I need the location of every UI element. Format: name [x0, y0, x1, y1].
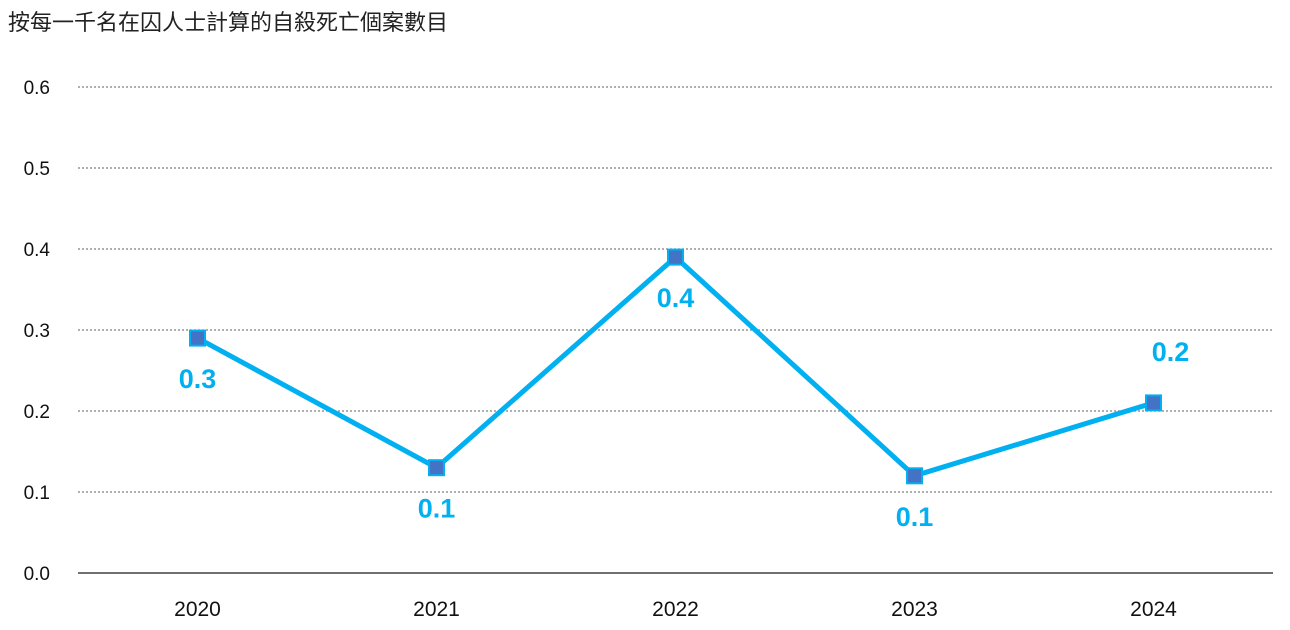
data-label-2021: 0.1 [418, 494, 456, 524]
x-tick-label: 2024 [1130, 598, 1177, 621]
data-labels: 0.3 0.1 0.4 0.1 0.2 [179, 283, 1190, 532]
data-label-2020: 0.3 [179, 364, 217, 394]
data-point-2020 [189, 329, 206, 347]
y-tick-label: 0.0 [24, 564, 50, 585]
data-point-2021 [428, 459, 445, 477]
x-tick-label: 2022 [652, 598, 699, 621]
y-tick-label: 0.2 [24, 402, 50, 423]
x-tick-label: 2021 [413, 598, 460, 621]
data-label-2022: 0.4 [657, 283, 695, 313]
y-axis-tick-labels: 0.0 0.1 0.2 0.3 0.4 0.5 0.6 [24, 78, 51, 585]
y-tick-label: 0.4 [24, 240, 51, 261]
data-point-2023 [906, 467, 923, 485]
data-point-2024 [1145, 394, 1162, 412]
data-label-2024: 0.2 [1152, 337, 1190, 367]
x-axis-tick-labels: 2020 2021 2022 2023 2024 [174, 598, 1177, 621]
y-tick-label: 0.5 [24, 159, 50, 180]
chart-title: 按每一千名在囚人士計算的自殺死亡個案數目 [8, 11, 449, 36]
x-tick-label: 2020 [174, 598, 221, 621]
data-point-2022 [667, 248, 684, 266]
x-tick-label: 2023 [891, 598, 938, 621]
y-tick-label: 0.6 [24, 78, 50, 99]
y-tick-label: 0.1 [24, 483, 50, 504]
data-label-2023: 0.1 [896, 502, 934, 532]
data-markers [189, 248, 1162, 485]
y-tick-label: 0.3 [24, 321, 50, 342]
